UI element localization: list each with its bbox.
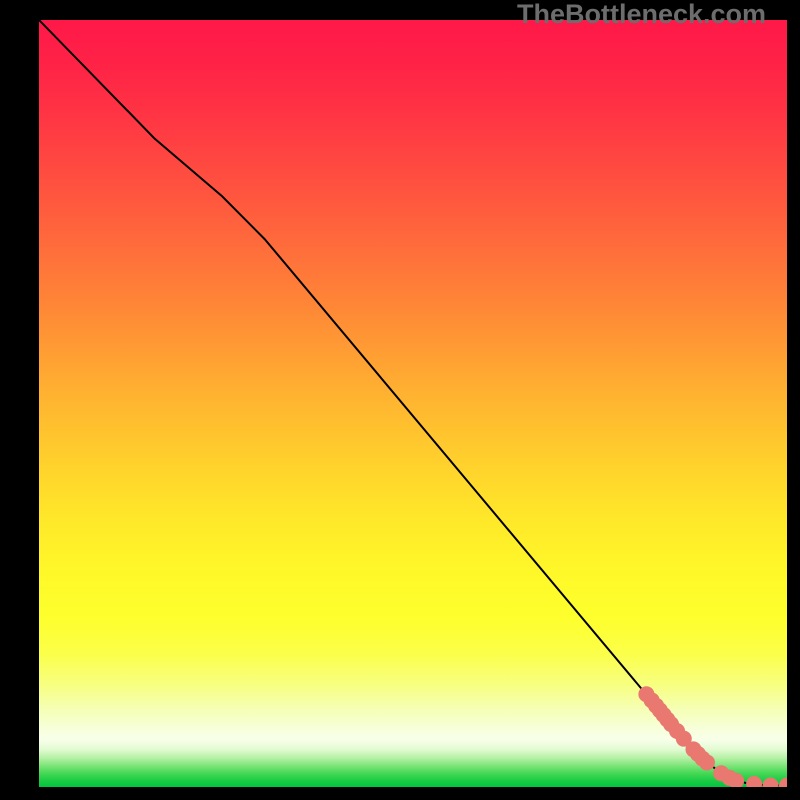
- data-marker: [699, 754, 715, 770]
- plot-svg: [39, 20, 787, 787]
- plot-area: [39, 20, 787, 787]
- watermark-text: TheBottleneck.com: [517, 0, 766, 30]
- chart-frame: TheBottleneck.com: [0, 0, 800, 800]
